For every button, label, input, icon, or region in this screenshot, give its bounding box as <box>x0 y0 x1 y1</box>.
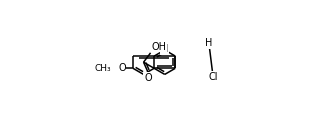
Text: N: N <box>161 44 168 54</box>
Text: O: O <box>118 63 126 73</box>
Text: OH: OH <box>151 42 166 52</box>
Text: O: O <box>144 73 152 83</box>
Text: Cl: Cl <box>208 72 218 82</box>
Text: CH₃: CH₃ <box>95 64 111 73</box>
Text: H: H <box>205 38 212 48</box>
